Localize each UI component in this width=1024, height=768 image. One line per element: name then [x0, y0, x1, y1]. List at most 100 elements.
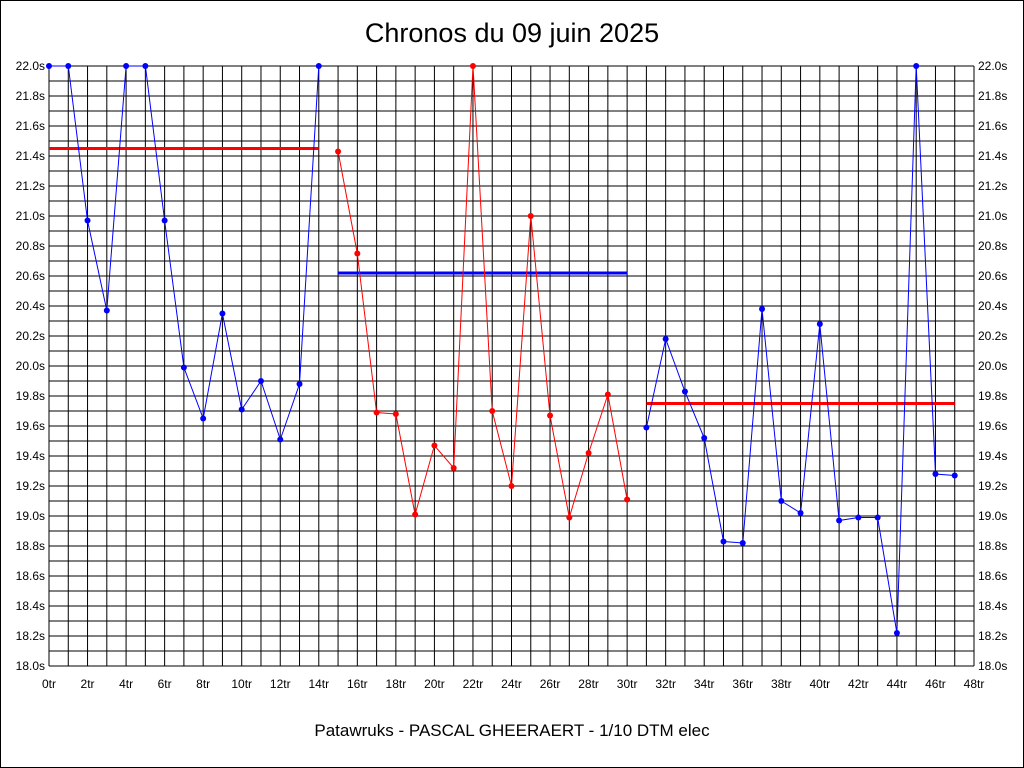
y-tick-label-right: 18.4s [978, 599, 1007, 613]
data-point [662, 336, 669, 342]
y-tick-label-left: 19.6s [16, 419, 45, 433]
data-point [527, 213, 534, 219]
y-tick-label-right: 19.4s [978, 449, 1007, 463]
y-tick-label-left: 19.8s [16, 389, 45, 403]
y-tick-label-left: 21.2s [16, 179, 45, 193]
y-tick-label-right: 21.4s [978, 149, 1007, 163]
y-tick-label-right: 20.8s [978, 239, 1007, 253]
x-tick-label: 46tr [925, 677, 946, 691]
data-point [180, 364, 187, 371]
x-tick-label: 16tr [347, 677, 368, 691]
data-point [739, 540, 746, 546]
data-point [431, 442, 438, 449]
y-tick-label-left: 19.4s [16, 449, 45, 463]
y-tick-label-right: 20.4s [978, 299, 1007, 313]
data-point [604, 391, 611, 398]
data-point [508, 483, 515, 489]
data-point [412, 511, 419, 518]
data-point [759, 306, 766, 312]
data-point [913, 63, 920, 69]
data-point [701, 435, 708, 441]
y-tick-label-right: 19.0s [978, 509, 1007, 523]
y-tick-label-left: 20.2s [16, 329, 45, 343]
y-tick-label-left: 20.6s [16, 269, 45, 283]
data-point [951, 472, 958, 479]
x-tick-label: 24tr [501, 677, 522, 691]
x-tick-label: 32tr [655, 677, 676, 691]
data-point [643, 424, 650, 431]
y-tick-label-right: 18.8s [978, 539, 1007, 553]
data-point [103, 307, 110, 314]
y-tick-label-right: 21.8s [978, 89, 1007, 103]
y-tick-label-left: 20.0s [16, 359, 45, 373]
x-tick-label: 14tr [308, 677, 329, 691]
y-tick-label-right: 21.2s [978, 179, 1007, 193]
data-point [566, 514, 573, 521]
data-point [46, 63, 52, 69]
data-point [65, 63, 72, 69]
y-tick-label-right: 20.2s [978, 329, 1007, 343]
data-point [932, 471, 939, 477]
y-tick-label-left: 18.0s [16, 659, 45, 673]
y-tick-label-left: 19.0s [16, 509, 45, 523]
data-point [335, 148, 342, 155]
x-tick-label: 22tr [463, 677, 484, 691]
y-tick-label-left: 18.6s [16, 569, 45, 583]
data-point [874, 514, 881, 521]
data-point [142, 63, 149, 69]
data-point [469, 63, 476, 69]
data-point [373, 409, 380, 416]
y-tick-label-left: 20.4s [16, 299, 45, 313]
y-tick-label-right: 19.2s [978, 479, 1007, 493]
x-tick-label: 26tr [540, 677, 561, 691]
y-tick-label-left: 18.8s [16, 539, 45, 553]
x-tick-label: 40tr [809, 677, 830, 691]
data-point [84, 217, 91, 224]
x-tick-label: 18tr [386, 677, 407, 691]
x-tick-label: 12tr [270, 677, 291, 691]
x-tick-label: 36tr [732, 677, 753, 691]
data-point [123, 63, 130, 69]
data-point [855, 514, 862, 521]
x-tick-label: 20tr [424, 677, 445, 691]
y-tick-label-left: 22.0s [16, 59, 45, 73]
data-point [257, 378, 264, 384]
data-point [836, 517, 843, 524]
x-tick-label: 34tr [694, 677, 715, 691]
y-tick-label-right: 19.6s [978, 419, 1007, 433]
y-tick-label-right: 18.0s [978, 659, 1007, 673]
data-point [585, 450, 592, 456]
data-point [200, 415, 207, 422]
data-point [315, 63, 322, 69]
y-tick-label-left: 21.8s [16, 89, 45, 103]
data-point [354, 250, 361, 257]
data-point [681, 388, 688, 395]
y-tick-label-left: 18.4s [16, 599, 45, 613]
y-tick-label-right: 19.8s [978, 389, 1007, 403]
y-tick-label-left: 20.8s [16, 239, 45, 253]
data-point [797, 510, 804, 516]
y-tick-label-left: 19.2s [16, 479, 45, 493]
x-tick-label: 2tr [81, 677, 95, 691]
y-tick-label-left: 21.6s [16, 119, 45, 133]
chart-footer: Patawruks - PASCAL GHEERAERT - 1/10 DTM … [314, 721, 710, 740]
y-tick-label-right: 18.6s [978, 569, 1007, 583]
data-point [219, 310, 226, 317]
data-point [547, 412, 554, 419]
chart-title: Chronos du 09 juin 2025 [364, 18, 660, 48]
x-tick-label: 0tr [42, 677, 56, 691]
x-tick-label: 6tr [158, 677, 172, 691]
data-point [624, 496, 631, 503]
data-point [296, 381, 303, 387]
data-point [161, 217, 168, 224]
x-tick-label: 44tr [887, 677, 908, 691]
y-tick-label-left: 18.2s [16, 629, 45, 643]
data-point [816, 321, 823, 327]
y-tick-label-left: 21.4s [16, 149, 45, 163]
y-tick-label-right: 20.0s [978, 359, 1007, 373]
data-point [893, 630, 900, 636]
x-tick-label: 10tr [231, 677, 252, 691]
data-point [778, 498, 785, 504]
data-point [489, 408, 496, 414]
